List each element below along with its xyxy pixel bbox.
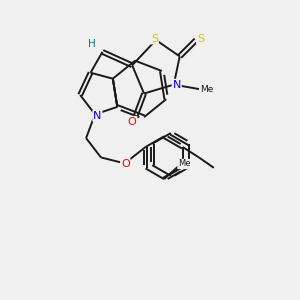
Text: O: O xyxy=(121,159,130,169)
Text: N: N xyxy=(93,111,102,121)
Text: H: H xyxy=(88,40,96,50)
Text: Me: Me xyxy=(178,160,190,169)
Text: N: N xyxy=(172,80,181,90)
Text: S: S xyxy=(197,34,204,44)
Text: O: O xyxy=(128,117,136,127)
Text: S: S xyxy=(151,34,158,44)
Text: Me: Me xyxy=(200,85,213,94)
